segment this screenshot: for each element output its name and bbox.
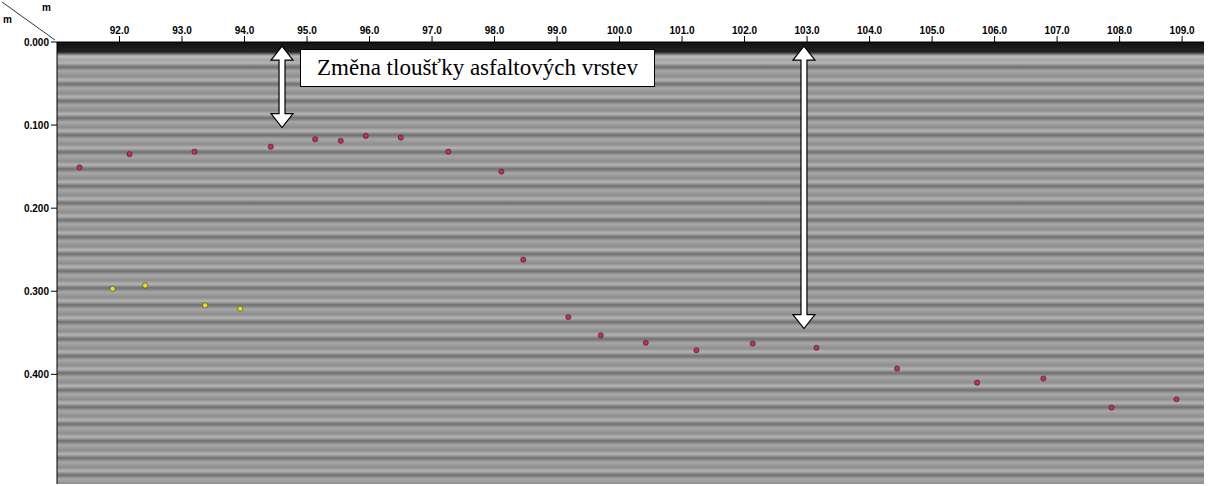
svg-text:108.0: 108.0 (1107, 25, 1132, 36)
svg-text:92.0: 92.0 (110, 25, 130, 36)
html-text:m: m (3, 14, 12, 25)
svg-text:0.400: 0.400 (24, 369, 49, 380)
svg-text:98.0: 98.0 (485, 25, 505, 36)
svg-text:97.0: 97.0 (422, 25, 442, 36)
svg-text:93.0: 93.0 (172, 25, 192, 36)
svg-text:104.0: 104.0 (857, 25, 882, 36)
html-text:Změna tloušťky asfaltových vrs: Změna tloušťky asfaltových vrstev (317, 55, 638, 80)
svg-text:101.0: 101.0 (670, 25, 695, 36)
svg-text:95.0: 95.0 (297, 25, 317, 36)
svg-text:107.0: 107.0 (1045, 25, 1070, 36)
svg-text:105.0: 105.0 (920, 25, 945, 36)
svg-text:106.0: 106.0 (982, 25, 1007, 36)
svg-text:102.0: 102.0 (732, 25, 757, 36)
svg-text:96.0: 96.0 (360, 25, 380, 36)
svg-text:99.0: 99.0 (547, 25, 567, 36)
svg-text:0.100: 0.100 (24, 120, 49, 131)
svg-text:109.0: 109.0 (1170, 25, 1195, 36)
svg-text:0.000: 0.000 (24, 37, 49, 48)
svg-text:0.300: 0.300 (24, 286, 49, 297)
html-text:m: m (42, 2, 51, 13)
svg-text:0.200: 0.200 (24, 203, 49, 214)
svg-text:103.0: 103.0 (795, 25, 820, 36)
svg-text:94.0: 94.0 (235, 25, 255, 36)
svg-text:100.0: 100.0 (607, 25, 632, 36)
